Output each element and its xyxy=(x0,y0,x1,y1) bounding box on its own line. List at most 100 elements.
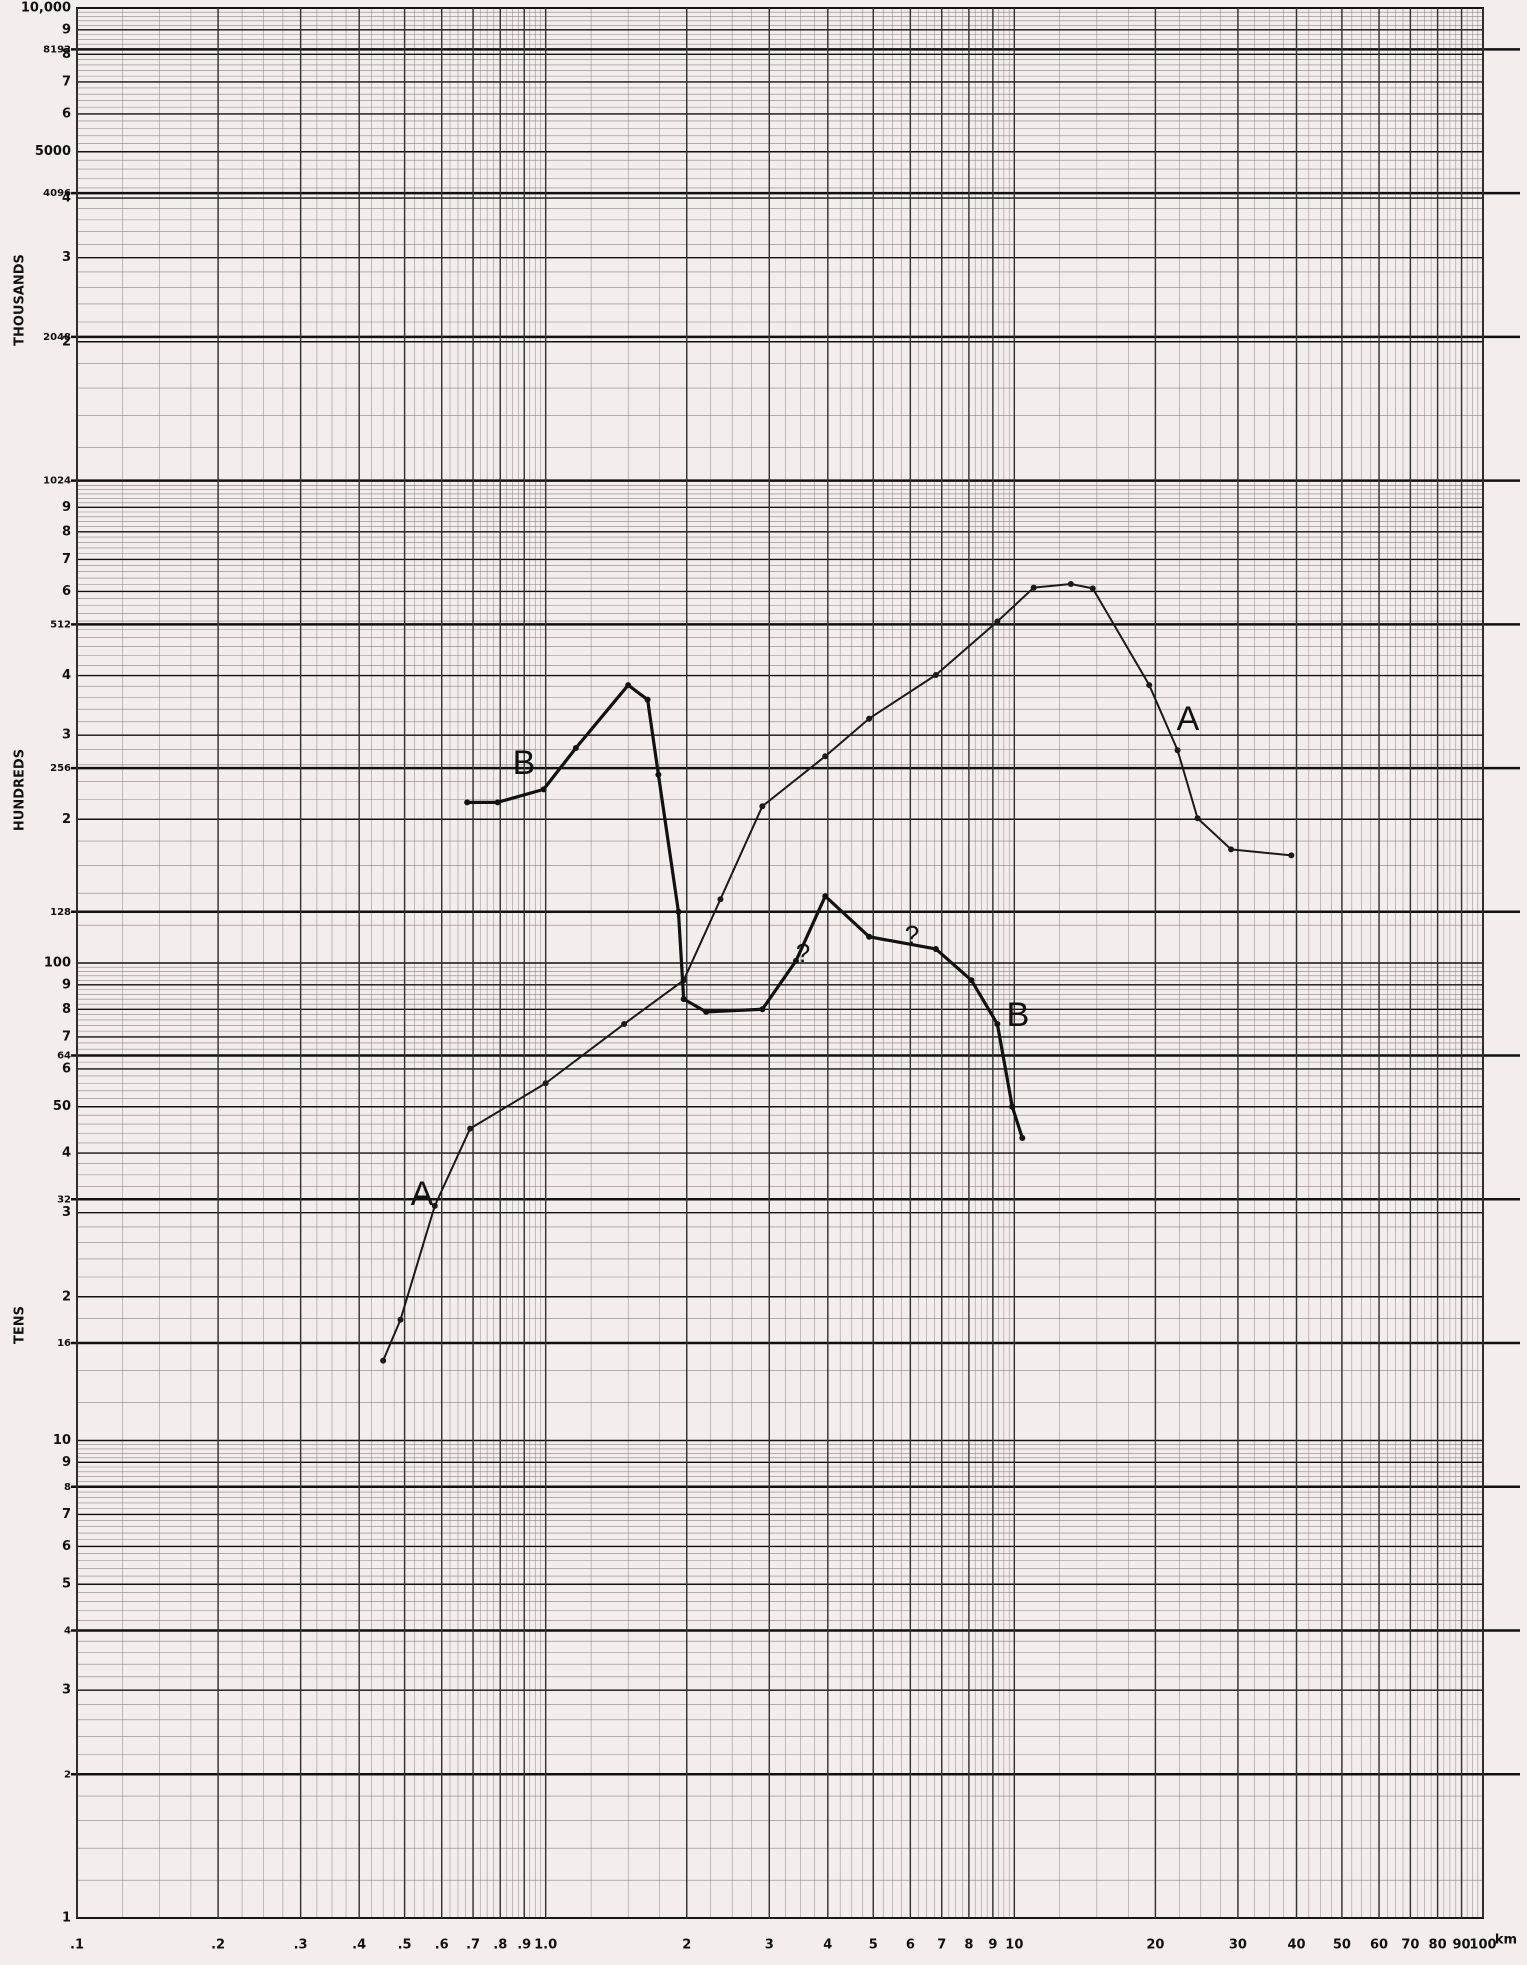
x-tick-label: 70 xyxy=(1401,1938,1419,1953)
x-tick-label: 8 xyxy=(964,1938,973,1953)
x-tick-label: 20 xyxy=(1146,1938,1164,1953)
x-tick-label: .2 xyxy=(211,1938,225,1953)
x-tick-label: 5 xyxy=(869,1938,878,1953)
x-tick-label: 2 xyxy=(682,1938,691,1953)
y-tick-label: 7 xyxy=(62,552,71,567)
axis-label: HUNDREDS xyxy=(13,749,28,831)
series-label: A xyxy=(411,1175,434,1213)
data-point xyxy=(1288,852,1295,859)
y-tick-label: 8 xyxy=(62,524,71,539)
y-tick-label: 3 xyxy=(62,1683,71,1698)
x-tick-label: .4 xyxy=(352,1938,366,1953)
data-point xyxy=(792,957,799,964)
y-tick-label: 7 xyxy=(62,1507,71,1522)
y-tick-label: 8192 xyxy=(43,44,71,55)
data-point xyxy=(464,799,471,806)
data-point xyxy=(380,1357,387,1364)
y-tick-label: 6 xyxy=(62,1539,71,1554)
data-point xyxy=(866,715,873,722)
annotation: ? xyxy=(796,938,810,968)
axis-label: TENS xyxy=(13,1306,28,1344)
x-tick-label: .8 xyxy=(493,1938,507,1953)
y-tick-label: 2 xyxy=(62,334,71,349)
y-tick-label: 2 xyxy=(62,1289,71,1304)
x-tick-label: 100 xyxy=(1469,1938,1496,1953)
x-tick-label: 4 xyxy=(823,1938,832,1953)
x-tick-label: 90 xyxy=(1453,1938,1471,1953)
y-tick-label: 4096 xyxy=(43,188,71,199)
x-tick-label: 3 xyxy=(765,1938,774,1953)
data-point xyxy=(680,996,687,1003)
y-tick-label: 6 xyxy=(62,106,71,121)
y-tick-label: 256 xyxy=(50,763,71,774)
data-point xyxy=(822,893,829,900)
x-tick-label: 9 xyxy=(988,1938,997,1953)
y-tick-label: 8 xyxy=(62,47,71,62)
y-tick-label: 16 xyxy=(57,1338,71,1349)
x-tick-label: .6 xyxy=(435,1938,449,1953)
x-tick-label: 60 xyxy=(1370,1938,1388,1953)
data-point xyxy=(1009,1103,1016,1110)
y-tick-label: 50 xyxy=(53,1099,71,1114)
y-tick-label: 128 xyxy=(50,907,71,918)
data-point xyxy=(703,1008,710,1015)
y-tick-label: 2048 xyxy=(43,332,71,343)
x-tick-label: 80 xyxy=(1429,1938,1447,1953)
y-tick-label: 7 xyxy=(62,1029,71,1044)
y-tick-label: 100 xyxy=(44,956,71,971)
y-tick-label: 4 xyxy=(62,668,71,683)
data-point xyxy=(932,671,939,678)
y-tick-label: 32 xyxy=(57,1194,71,1205)
y-tick-label: 2 xyxy=(64,1769,71,1780)
data-point xyxy=(759,1006,766,1013)
data-point xyxy=(1067,580,1074,587)
data-point xyxy=(621,1021,628,1028)
y-tick-label: 1024 xyxy=(43,476,71,487)
x-tick-label: 50 xyxy=(1333,1938,1351,1953)
x-tick-label: .5 xyxy=(398,1938,412,1953)
x-tick-label: .3 xyxy=(294,1938,308,1953)
data-point xyxy=(1089,585,1096,592)
data-point xyxy=(625,682,632,689)
y-tick-label: 10 xyxy=(53,1433,71,1448)
data-point xyxy=(675,908,682,915)
data-point xyxy=(431,1202,438,1209)
data-point xyxy=(759,803,766,810)
data-point xyxy=(932,945,939,952)
y-tick-label: 9 xyxy=(62,1455,71,1470)
series-label: B xyxy=(1007,996,1030,1034)
x-tick-label: 10 xyxy=(1005,1938,1023,1953)
y-tick-label: 4 xyxy=(62,191,71,206)
y-tick-label: 3 xyxy=(62,728,71,743)
data-point xyxy=(1174,747,1181,754)
data-point xyxy=(1019,1135,1026,1142)
y-tick-label: 7 xyxy=(62,74,71,89)
y-tick-label: 3 xyxy=(62,1205,71,1220)
y-tick-label: 64 xyxy=(57,1051,71,1062)
y-tick-label: 6 xyxy=(62,1061,71,1076)
x-tick-label: .7 xyxy=(466,1938,480,1953)
y-tick-label: 5000 xyxy=(35,144,71,159)
y-tick-label: 4 xyxy=(64,1626,71,1637)
data-point xyxy=(1146,682,1153,689)
data-point xyxy=(542,1080,549,1087)
data-point xyxy=(1194,815,1201,822)
data-point xyxy=(644,696,651,703)
x-tick-label: 6 xyxy=(906,1938,915,1953)
x-tick-label: 40 xyxy=(1287,1938,1305,1953)
x-tick-label: .9 xyxy=(517,1938,531,1953)
series-label: A xyxy=(1177,700,1200,738)
y-tick-label: 2 xyxy=(62,812,71,827)
x-tick-label: .1 xyxy=(70,1938,84,1953)
data-point xyxy=(1030,584,1037,591)
data-point xyxy=(994,1021,1001,1028)
axis-label: THOUSANDS xyxy=(13,254,28,346)
data-point xyxy=(572,745,579,752)
y-tick-label: 9 xyxy=(62,500,71,515)
data-point xyxy=(397,1316,404,1323)
x-tick-label: 1.0 xyxy=(534,1938,557,1953)
data-point xyxy=(1228,846,1235,853)
data-point xyxy=(994,618,1001,625)
